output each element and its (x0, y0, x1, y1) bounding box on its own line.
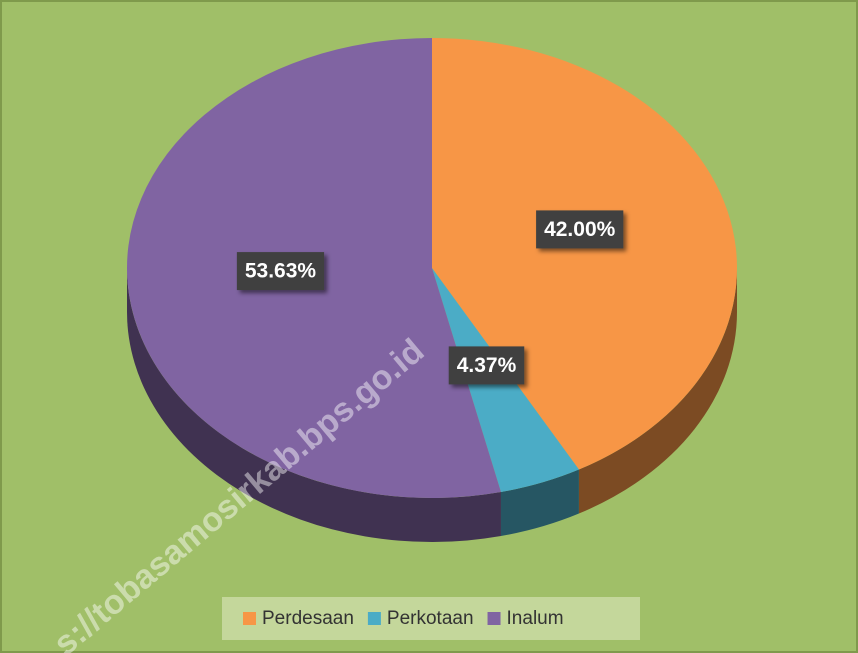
legend-box (222, 597, 640, 640)
data-label-box (236, 252, 325, 291)
data-label: 4.37% (448, 346, 525, 385)
legend-swatch (367, 612, 381, 625)
legend-swatch (487, 612, 501, 625)
slice-side (127, 268, 501, 542)
legend-swatch (243, 612, 256, 625)
slice-side (578, 268, 737, 514)
data-label: 53.63% (236, 252, 325, 291)
data-label-text: 4.37% (457, 354, 517, 377)
data-label-box (536, 210, 624, 249)
data-label: 42.00% (536, 210, 624, 249)
data-label-text: 42.00% (544, 218, 616, 241)
slice-side (500, 469, 579, 537)
legend-label: Perdesaan (262, 608, 354, 629)
data-labels: 42.00% 4.37% 53.63% (236, 210, 624, 385)
legend-label: Inalum (507, 608, 564, 629)
legend-label: Perkotaan (387, 608, 474, 629)
data-label-box (448, 346, 525, 385)
pie (126, 38, 737, 542)
data-label-text: 53.63% (245, 260, 317, 283)
legend: Perdesaan Perkotaan Inalum (243, 608, 564, 629)
